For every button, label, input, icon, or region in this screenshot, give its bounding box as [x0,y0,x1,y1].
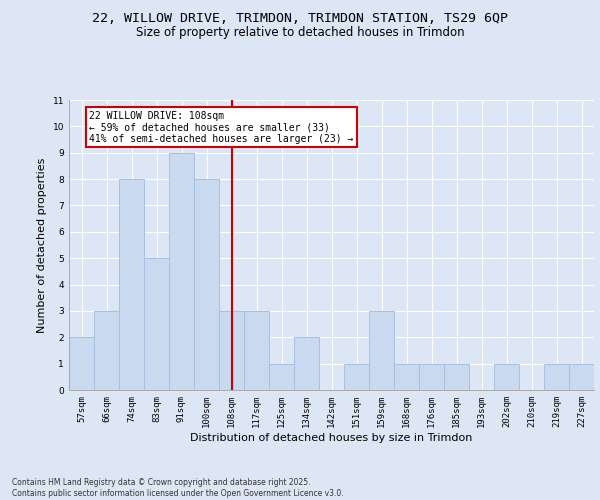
X-axis label: Distribution of detached houses by size in Trimdon: Distribution of detached houses by size … [190,432,473,442]
Bar [344,364,369,390]
Text: 22, WILLOW DRIVE, TRIMDON, TRIMDON STATION, TS29 6QP: 22, WILLOW DRIVE, TRIMDON, TRIMDON STATI… [92,12,508,26]
Text: Size of property relative to detached houses in Trimdon: Size of property relative to detached ho… [136,26,464,39]
Bar [419,364,444,390]
Bar [544,364,569,390]
Bar [144,258,169,390]
Bar [119,179,144,390]
Bar [244,311,269,390]
Bar [394,364,419,390]
Bar [219,311,244,390]
Bar [494,364,519,390]
Text: 22 WILLOW DRIVE: 108sqm
← 59% of detached houses are smaller (33)
41% of semi-de: 22 WILLOW DRIVE: 108sqm ← 59% of detache… [89,110,353,144]
Bar [169,152,194,390]
Bar [569,364,594,390]
Y-axis label: Number of detached properties: Number of detached properties [37,158,47,332]
Bar [69,338,94,390]
Bar [194,179,219,390]
Bar [444,364,469,390]
Bar [369,311,394,390]
Bar [269,364,294,390]
Bar [94,311,119,390]
Bar [294,338,319,390]
Text: Contains HM Land Registry data © Crown copyright and database right 2025.
Contai: Contains HM Land Registry data © Crown c… [12,478,344,498]
